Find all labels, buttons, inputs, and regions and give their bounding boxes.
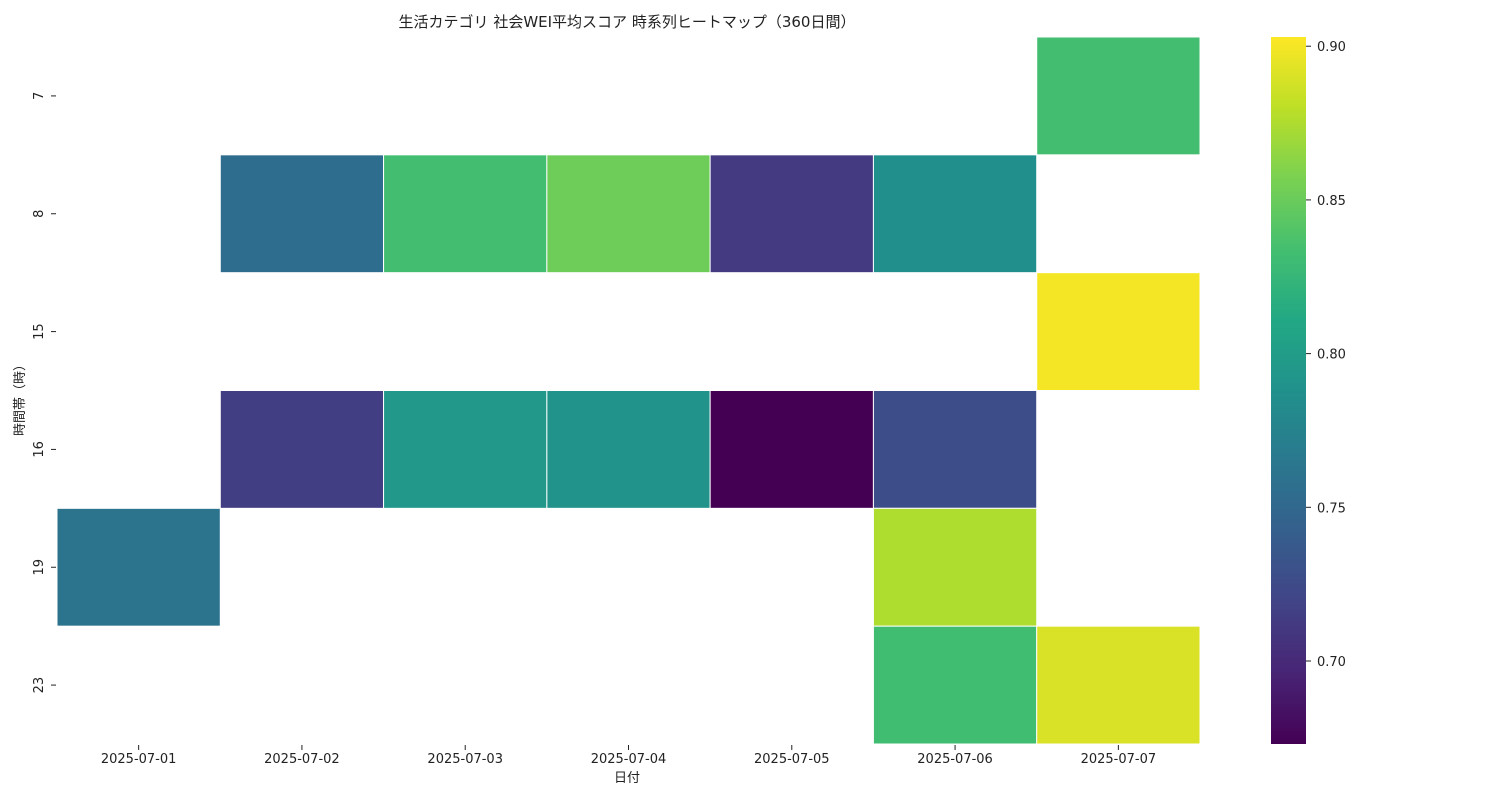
heatmap-cell <box>872 154 1038 274</box>
x-axis: 2025-07-01 2025-07-02 2025-07-03 2025-07-04… <box>101 745 1156 767</box>
heatmap-cell <box>219 154 385 274</box>
colorbar-tick-label: 0.85 <box>1317 194 1346 209</box>
colorbar-tick-label: 0.80 <box>1317 348 1346 363</box>
x-tick-label: 2025-07-05 <box>754 752 830 767</box>
x-tick-label: 2025-07-03 <box>427 752 503 767</box>
y-tick-label: 16 <box>32 441 47 458</box>
x-axis-label: 日付 <box>614 771 640 786</box>
heatmap-cell <box>1036 36 1201 156</box>
heatmap-cell <box>383 154 548 274</box>
colorbar-tick-label: 0.90 <box>1317 40 1346 55</box>
heatmap-cell <box>219 390 385 509</box>
x-tick-label: 2025-07-06 <box>917 752 993 767</box>
heatmap-cell <box>383 390 548 509</box>
y-tick-label: 7 <box>32 92 47 100</box>
heatmap-cell <box>872 390 1038 509</box>
y-axis: 7 8 15 16 19 23 <box>32 92 56 694</box>
x-tick-label: 2025-07-02 <box>264 752 340 767</box>
colorbar <box>1271 37 1306 744</box>
heatmap-cell <box>709 390 874 509</box>
colorbar-tick-label: 0.70 <box>1317 655 1346 670</box>
y-axis-label: 時間帯（時） <box>13 358 28 436</box>
heatmap-cell <box>1036 625 1201 745</box>
x-tick-label: 2025-07-01 <box>101 752 177 767</box>
colorbar-tick-label: 0.75 <box>1317 501 1346 516</box>
y-tick-label: 15 <box>32 323 47 340</box>
heatmap-cell <box>872 507 1038 627</box>
heatmap-cell <box>1036 272 1201 391</box>
colorbar-ticks: 0.70 0.75 0.80 0.85 0.90 <box>1306 40 1346 670</box>
x-tick-label: 2025-07-07 <box>1081 752 1157 767</box>
heatmap-cell <box>56 507 221 627</box>
heatmap-cell <box>546 390 711 509</box>
heatmap-cell <box>546 154 711 274</box>
y-tick-label: 23 <box>32 677 47 694</box>
heatmap-cell <box>872 625 1038 745</box>
y-tick-label: 19 <box>32 559 47 576</box>
y-tick-label: 8 <box>32 210 47 218</box>
heatmap-cells <box>56 36 1201 745</box>
x-tick-label: 2025-07-04 <box>591 752 667 767</box>
heatmap-cell <box>709 154 874 274</box>
chart-title: 生活カテゴリ 社会WEI平均スコア 時系列ヒートマップ（360日間） <box>399 13 856 31</box>
